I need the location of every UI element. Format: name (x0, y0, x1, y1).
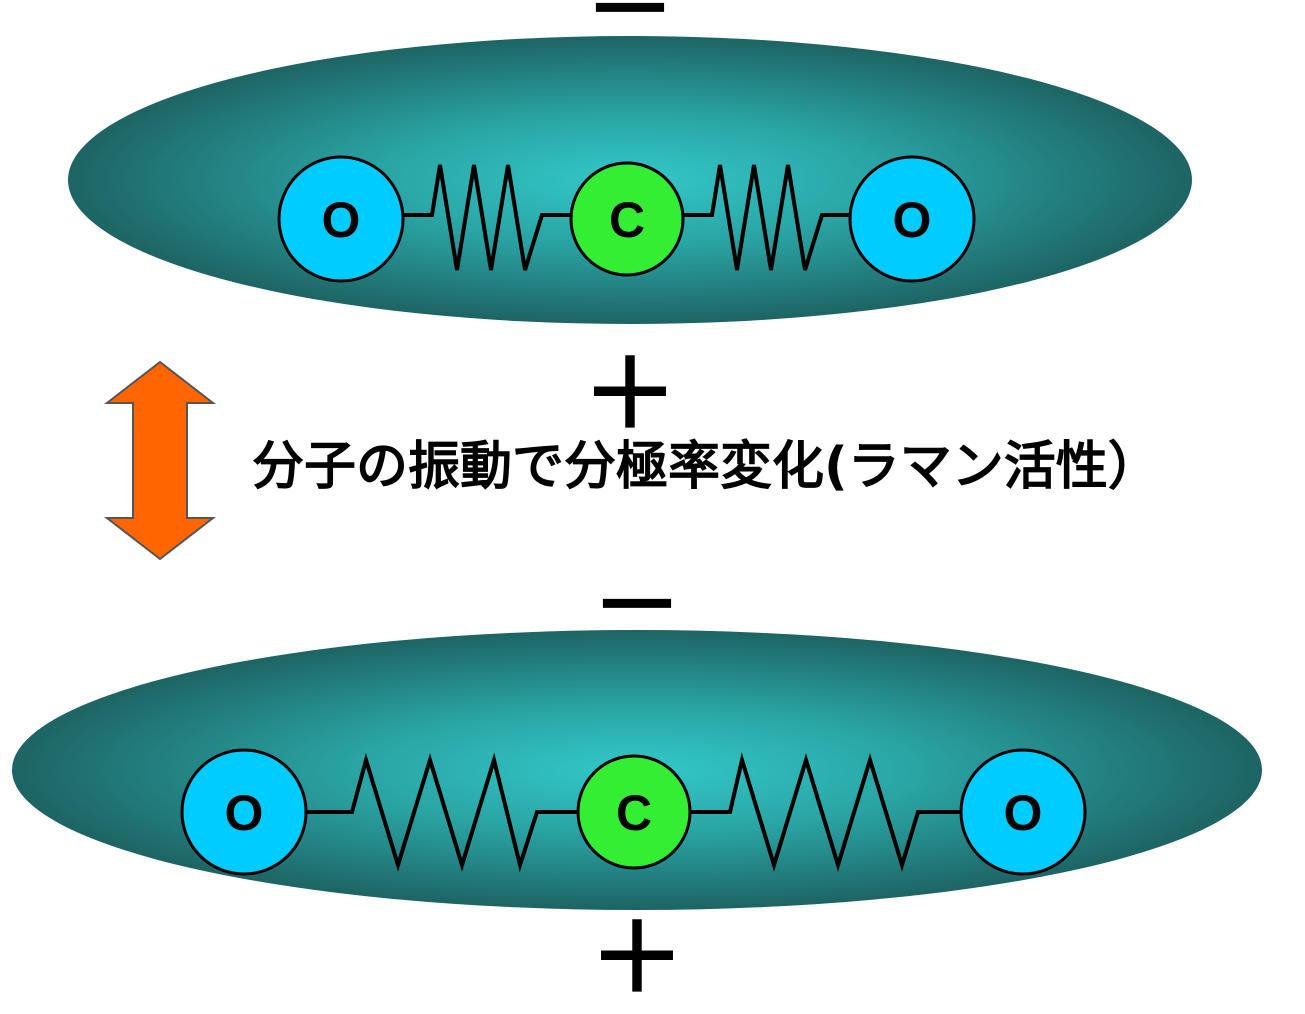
top-oxygen-left-label: O (322, 192, 361, 248)
bottom-oxygen-left-label: O (225, 785, 264, 841)
bottom-oxygen-left-atom (180, 748, 308, 876)
top-plus-sign: ＋ (582, 340, 678, 450)
top-spring-left (400, 164, 572, 271)
bottom-carbon-atom (576, 754, 692, 870)
top-carbon-atom (569, 161, 685, 277)
top-spring-right (682, 164, 851, 271)
top-oxygen-right-atom (848, 155, 976, 283)
bottom-spring-left (305, 752, 578, 873)
top-oxygen-left-atom (277, 155, 405, 283)
double-arrow-icon (104, 360, 216, 561)
bottom-plus-sign: ＋ (589, 904, 685, 1014)
top-molecule: O C O (277, 155, 976, 283)
top-carbon-label: C (609, 192, 645, 248)
bottom-minus-sign: － (592, 554, 682, 659)
caption-raman-active: 分子の振動で分極率変化(ラマン活性） (252, 437, 1160, 497)
top-oxygen-right-label: O (893, 192, 932, 248)
bottom-molecule: O C O (180, 748, 1087, 876)
bottom-oxygen-right-atom (959, 748, 1087, 876)
bottom-oxygen-right-label: O (1004, 785, 1043, 841)
top-minus-sign: － (585, 0, 675, 63)
bottom-carbon-label: C (616, 785, 652, 841)
bottom-spring-right (688, 752, 962, 872)
